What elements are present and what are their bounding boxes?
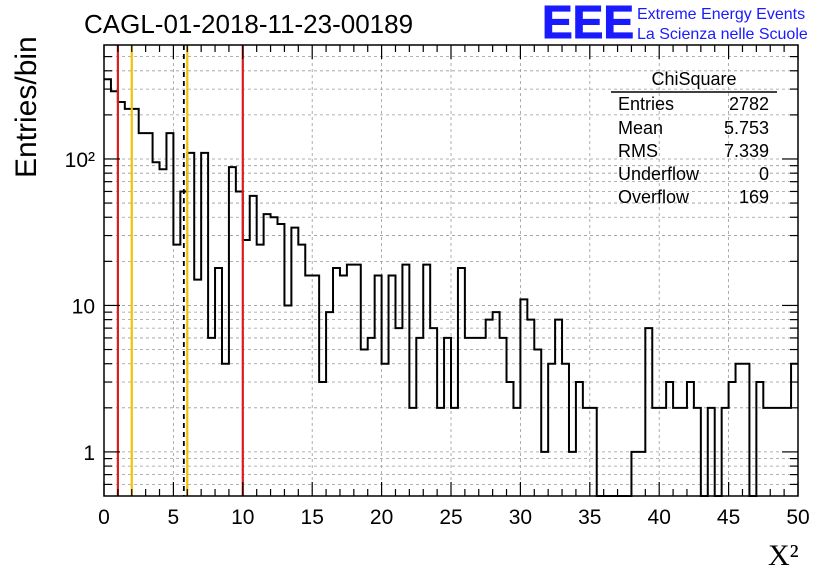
stats-value-rms: 7.339 — [724, 141, 769, 161]
histogram-bin — [375, 276, 382, 496]
x-tick-label: 40 — [648, 506, 671, 529]
histogram-bin — [284, 305, 291, 496]
histogram-bin — [250, 196, 257, 496]
histogram-bin — [645, 328, 652, 496]
histogram-bin — [736, 364, 743, 496]
histogram-line — [104, 78, 798, 497]
y-tick-label: 10² — [65, 149, 95, 172]
stats-label-underflow: Underflow — [618, 164, 700, 184]
y-tick-label: 10 — [72, 295, 95, 318]
histogram-bin — [430, 328, 437, 496]
histogram-bin — [354, 265, 361, 496]
x-tick-labels: 0 5 10 15 20 25 30 35 40 45 50 — [98, 506, 810, 529]
histogram-bin — [291, 228, 298, 496]
histogram-bin — [742, 364, 749, 496]
histogram-bin — [382, 364, 389, 496]
histogram-bin — [368, 338, 375, 496]
x-tick-label: 45 — [717, 506, 740, 529]
stats-value-underflow: 0 — [759, 164, 769, 184]
histogram-bin — [666, 382, 673, 496]
logo-line-1: Extreme Energy Events — [637, 6, 805, 23]
x-tick-label: 10 — [231, 506, 254, 529]
stats-value-overflow: 169 — [739, 187, 769, 207]
histogram-bin — [305, 276, 312, 496]
histogram-bin — [153, 162, 160, 496]
x-tick-label: 20 — [370, 506, 393, 529]
y-tick-labels: 1 10 10² — [65, 149, 95, 465]
histogram-bin — [104, 79, 111, 496]
stats-box: ChiSquare Entries 2782 Mean 5.753 RMS 7.… — [611, 69, 777, 207]
histogram-bin — [264, 214, 271, 496]
histogram-bin — [160, 169, 167, 496]
histogram-bin — [479, 338, 486, 496]
logo-letters: EEE — [542, 0, 634, 48]
histogram-bin — [534, 350, 541, 496]
x-tick-label: 15 — [301, 506, 324, 529]
x-tick-label: 25 — [439, 506, 462, 529]
histogram-bin — [222, 364, 229, 496]
histogram-bin — [520, 299, 527, 496]
stats-label-mean: Mean — [618, 118, 663, 138]
grid — [104, 45, 798, 496]
eee-logo: EEE Extreme Energy Events La Scienza nel… — [542, 0, 808, 49]
histogram-series — [104, 78, 798, 497]
histogram-bin — [507, 382, 514, 496]
histogram-bin — [340, 276, 347, 496]
stats-label-entries: Entries — [618, 94, 674, 114]
histogram-bin — [465, 338, 472, 496]
histogram-bin — [271, 217, 278, 496]
histogram-bin — [562, 364, 569, 496]
histogram-bin — [347, 265, 354, 496]
histogram-bin — [687, 382, 694, 496]
stats-title: ChiSquare — [651, 69, 736, 89]
histogram-bin — [166, 133, 173, 496]
histogram-bin — [548, 364, 555, 496]
histogram-bin — [278, 224, 285, 496]
histogram-bin — [361, 350, 368, 496]
histogram-bin — [493, 312, 500, 496]
histogram-bin — [500, 338, 507, 496]
histogram-bin — [756, 382, 763, 496]
stats-value-mean: 5.753 — [724, 118, 769, 138]
histogram-bin — [389, 276, 396, 496]
histogram-bin — [139, 133, 146, 496]
y-axis-label: Entries/bin — [10, 36, 43, 178]
histogram-bin — [395, 328, 402, 496]
marker-lines — [116, 45, 244, 496]
logo-line-2: La Scienza nelle Scuole — [637, 26, 808, 43]
axis-ticks — [103, 45, 799, 496]
histogram-bin — [416, 338, 423, 496]
histogram-bin — [729, 382, 736, 496]
histogram-bin — [326, 312, 333, 496]
x-axis-label: X² — [768, 539, 799, 572]
histogram-bin — [472, 338, 479, 496]
chart-title: CAGL-01-2018-11-23-00189 — [84, 9, 413, 39]
histogram-bin — [576, 382, 583, 496]
stats-label-overflow: Overflow — [618, 187, 690, 207]
x-tick-label: 50 — [786, 506, 809, 529]
histogram-bin — [402, 265, 409, 496]
stats-value-entries: 2782 — [729, 94, 769, 114]
histogram-bin — [423, 265, 430, 496]
stats-label-rms: RMS — [618, 141, 658, 161]
histogram-bin — [229, 167, 236, 496]
histogram-bin — [444, 338, 451, 496]
histogram-bin — [146, 133, 153, 496]
histogram-bin — [312, 276, 319, 496]
x-tick-label: 30 — [509, 506, 532, 529]
y-tick-label: 1 — [83, 442, 95, 465]
histogram-bin — [201, 153, 208, 496]
x-tick-label: 0 — [98, 506, 110, 529]
histogram-bin — [319, 382, 326, 496]
x-tick-label: 35 — [578, 506, 601, 529]
x-tick-label: 5 — [168, 506, 180, 529]
histogram-bin — [791, 364, 798, 496]
histogram-bin — [208, 338, 215, 496]
